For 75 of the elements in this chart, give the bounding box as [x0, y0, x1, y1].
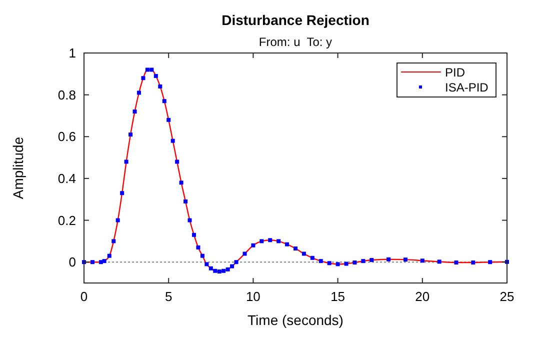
- point: [102, 259, 106, 264]
- point: [294, 246, 298, 250]
- point: [112, 239, 116, 244]
- point: [128, 132, 133, 137]
- point: [260, 239, 264, 244]
- point: [124, 160, 128, 164]
- point: [150, 68, 154, 72]
- point: [361, 259, 366, 264]
- point: [166, 118, 171, 122]
- x-axis-title: Time (seconds): [248, 312, 344, 328]
- point: [242, 252, 247, 256]
- x-tick-label: 25: [500, 289, 514, 304]
- point: [230, 264, 234, 268]
- point: [370, 258, 374, 262]
- point: [488, 260, 492, 264]
- point: [403, 258, 408, 262]
- point: [352, 260, 357, 265]
- point: [141, 76, 146, 80]
- point: [437, 260, 442, 264]
- y-tick-label: 0.8: [58, 87, 76, 102]
- x-tick-label: 15: [330, 289, 346, 304]
- point: [158, 84, 162, 88]
- y-tick-label: 1: [68, 46, 76, 60]
- point: [90, 260, 94, 264]
- point: [471, 260, 476, 265]
- point: [196, 245, 200, 250]
- point: [192, 232, 196, 237]
- chart-title: Disturbance Rejection: [222, 12, 370, 28]
- point: [208, 266, 213, 270]
- point: [268, 238, 272, 242]
- y-tick-label: 0: [68, 254, 76, 270]
- point: [120, 191, 124, 196]
- point: [188, 218, 192, 222]
- point: [336, 262, 340, 266]
- point: [222, 268, 226, 273]
- point: [226, 267, 230, 272]
- x-tick-label: 10: [246, 289, 260, 304]
- point: [132, 110, 137, 114]
- x-tick-label: 20: [415, 289, 430, 304]
- y-tick-label: 0.6: [58, 129, 76, 144]
- point: [327, 261, 332, 266]
- point: [234, 260, 238, 264]
- point: [318, 259, 323, 264]
- chart-subtitle: From: u To: y: [258, 35, 332, 49]
- y-tick-label: 0.4: [58, 170, 76, 186]
- point: [386, 257, 391, 262]
- point: [162, 99, 166, 104]
- point: [116, 218, 120, 222]
- point: [344, 262, 348, 266]
- point: [184, 199, 188, 204]
- point: [200, 254, 204, 258]
- point: [302, 252, 306, 256]
- point: [276, 239, 281, 244]
- point: [175, 160, 180, 164]
- point: [170, 138, 175, 143]
- point: [285, 242, 290, 246]
- point: [251, 243, 256, 248]
- point: [154, 74, 158, 78]
- point: [310, 256, 314, 260]
- legend-label: ISA-PID: [445, 80, 489, 94]
- point: [179, 180, 184, 185]
- point: [107, 254, 112, 258]
- point: [420, 258, 424, 263]
- point: [454, 260, 458, 265]
- x-tick-label: 5: [164, 289, 172, 304]
- y-axis-title: Amplitude: [10, 136, 26, 200]
- point: [204, 262, 209, 266]
- point: [136, 90, 141, 95]
- point: [98, 260, 103, 264]
- point: [145, 68, 150, 72]
- x-tick-label: 0: [80, 289, 88, 304]
- point: [213, 268, 218, 273]
- legend-label: PID: [445, 66, 466, 80]
- y-tick-label: 0.2: [58, 212, 76, 228]
- point: [217, 270, 222, 274]
